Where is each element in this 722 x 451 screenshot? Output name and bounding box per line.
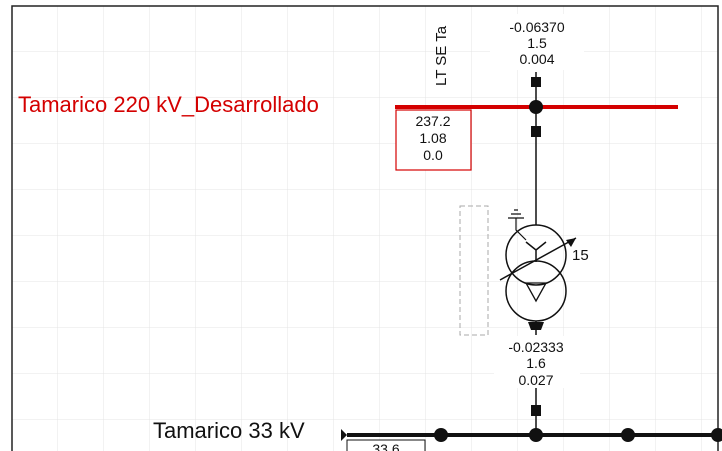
- result: 1.08: [419, 130, 446, 146]
- result: 1.6: [526, 355, 546, 371]
- tap: 15: [572, 247, 589, 264]
- node: [529, 100, 543, 114]
- tap-arrow: [499, 237, 577, 281]
- bus-end: [341, 429, 347, 441]
- node: [621, 428, 635, 442]
- result: 0.004: [519, 51, 554, 67]
- result-box: [395, 109, 472, 171]
- tap-arrow-head: [566, 238, 576, 247]
- terminal: [528, 322, 544, 330]
- result: 0.027: [518, 372, 553, 388]
- selection-box: [459, 205, 489, 336]
- result-bg: [494, 336, 580, 388]
- bus-name: Tamarico 33 kV: [153, 418, 305, 443]
- node: [434, 428, 448, 442]
- result: 1.5: [527, 35, 547, 51]
- frame: [11, 5, 719, 451]
- result: -0.02333: [508, 339, 563, 355]
- result-bg: [490, 14, 584, 70]
- breaker: [531, 126, 541, 137]
- result: 0.0: [423, 147, 443, 163]
- node: [711, 428, 722, 442]
- grid: [12, 6, 718, 451]
- result: 237.2: [415, 113, 450, 129]
- ground: [508, 209, 527, 241]
- delta-symbol: [524, 282, 548, 303]
- node: [529, 428, 543, 442]
- winding: [505, 224, 567, 286]
- breaker: [531, 77, 541, 87]
- bus-name: Tamarico 220 kV_Desarrollado: [18, 92, 319, 117]
- result: -0.06370: [509, 19, 564, 35]
- breaker: [531, 405, 541, 416]
- line-label: LT SE Ta: [433, 25, 450, 86]
- result: 33.6: [372, 441, 399, 451]
- result-box: [346, 439, 426, 451]
